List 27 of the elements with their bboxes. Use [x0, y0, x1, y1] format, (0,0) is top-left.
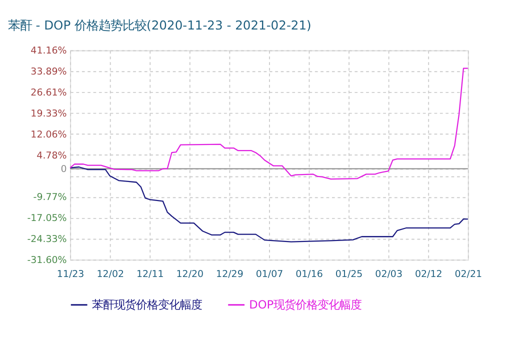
y-tick-label: -24.33%: [27, 234, 67, 246]
line-series: [70, 68, 468, 180]
legend-label: DOP现货价格变化幅度: [249, 298, 362, 312]
y-tick-label: -9.77%: [33, 192, 67, 204]
chart-title: 苯酐 - DOP 价格趋势比较(2020-11-23 - 2021-02-21): [8, 18, 312, 32]
line-series: [70, 166, 468, 242]
y-tick-label: 12.06%: [30, 129, 67, 140]
x-tick-label: 12/02: [96, 269, 124, 280]
y-tick-label: 33.89%: [30, 66, 67, 78]
x-tick-label: 01/25: [335, 269, 363, 280]
y-tick-label: 41.16%: [30, 46, 67, 57]
x-tick-label: 02/21: [454, 269, 482, 280]
y-tick-label: 0: [60, 164, 67, 176]
x-tick-label: 12/11: [136, 269, 164, 280]
y-tick-label: 26.61%: [30, 87, 67, 98]
x-tick-label: 12/29: [216, 269, 244, 280]
y-tick-label: -31.60%: [27, 254, 67, 266]
y-tick-label: 19.33%: [30, 108, 67, 120]
x-tick-label: 02/03: [375, 269, 402, 280]
y-tick-label: -17.05%: [27, 213, 67, 224]
x-tick-label: 01/07: [256, 269, 284, 280]
x-tick-label: 02/12: [414, 269, 442, 280]
x-tick-label: 11/23: [56, 269, 84, 280]
legend-label: 苯酐现货价格变化幅度: [92, 298, 202, 312]
x-tick-label: 12/20: [176, 269, 204, 280]
y-tick-label: 4.78%: [36, 150, 67, 162]
x-tick-label: 01/16: [296, 269, 323, 280]
